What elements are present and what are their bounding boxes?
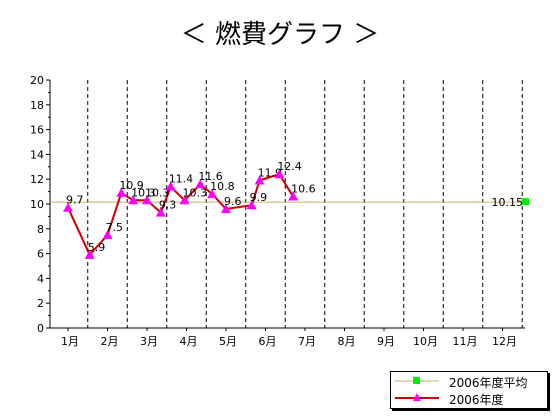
series-2006-point [254,175,265,185]
series-2006-data-label: 9.9 [250,191,267,204]
series-2006-point [221,203,231,213]
series-2006-data-label: 11.6 [198,170,223,183]
series-2006-data-label: 5.9 [88,241,106,254]
series-2006-point [84,249,95,259]
series-2006-data-label: 10.6 [291,183,316,196]
series-2006-point [179,195,190,205]
series-2006-data-label: 10.9 [119,179,144,192]
x-tick-label: 5月 [219,335,237,348]
legend: 2006年度平均 2006年度 [390,371,548,409]
y-tick-label: 14 [30,148,44,161]
series-2006-point [128,195,139,205]
x-tick-label: 2月 [101,335,119,348]
y-tick-label: 2 [37,297,44,310]
series-group: 9.75.97.510.910.310.39.311.410.311.610.8… [63,160,316,259]
series-2006-point [165,181,176,191]
y-tick-label: 10 [30,198,44,211]
series-2006-data-label: 12.4 [277,160,302,173]
series-2006-point [155,207,166,217]
series-2006-data-label: 10.3 [145,186,170,199]
legend-2006-label: 2006年度 [449,393,504,407]
x-tick-label: 12月 [492,335,517,348]
axes: 0 2 4 6 8 10 12 14 16 18 20 1月 2月 3月 4月 5月 6月 7月 8月 9月 10月 11… [30,74,525,348]
legend-2006-swatch [395,393,439,401]
y-tick-label: 12 [30,173,44,186]
x-tick-label: 9月 [377,335,395,348]
series-2006-point [116,187,127,197]
x-tick-label: 10月 [413,335,438,348]
series-2006-point [195,179,206,189]
series-2006-point [102,230,113,239]
y-tick-label: 6 [37,248,44,261]
x-tick-label: 3月 [140,335,158,348]
x-tick-label: 4月 [180,335,198,348]
y-tick-label: 20 [30,74,44,87]
series-2006-line [67,173,295,257]
x-tick-label: 11月 [453,335,478,348]
x-tick-label: 6月 [259,335,277,348]
grid-lines [87,80,523,328]
y-tick-label: 4 [37,272,44,285]
series-2006-point [207,189,218,199]
series-2006-data-label: 10.3 [183,186,208,199]
series-2006-data-label: 7.5 [106,221,124,234]
series-2006-point [142,195,152,205]
series-2006-point [288,191,299,201]
x-tick-label: 7月 [298,335,316,348]
average-marker [522,198,529,206]
series-2006-data-label: 10.3 [131,186,156,199]
series-2006-data-label: 10.8 [210,180,235,193]
legend-average-swatch [395,377,439,384]
x-tick-label: 1月 [61,335,79,348]
series-2006-data-label: 11.4 [169,173,194,186]
y-tick-label: 0 [37,322,44,335]
chart-title: ＜ 燃費グラフ ＞ [180,20,380,50]
legend-item-average: 2006年度平均 [391,373,547,390]
series-2006-point [274,169,285,179]
x-tick-label: 8月 [338,335,356,348]
series-2006-data-label: 9.6 [224,195,242,208]
series-2006-point [246,200,257,210]
legend-average-label: 2006年度平均 [449,376,528,390]
y-tick-label: 18 [30,99,44,112]
series-2006-data-label: 9.7 [66,194,84,207]
series-2006-point [63,202,73,212]
y-tick-label: 8 [37,223,44,236]
y-tick-label: 16 [30,124,44,137]
series-2006-data-label: 9.3 [159,199,177,212]
average-data-label: 10.15 [492,196,524,209]
legend-item-2006: 2006年度 [391,390,547,407]
